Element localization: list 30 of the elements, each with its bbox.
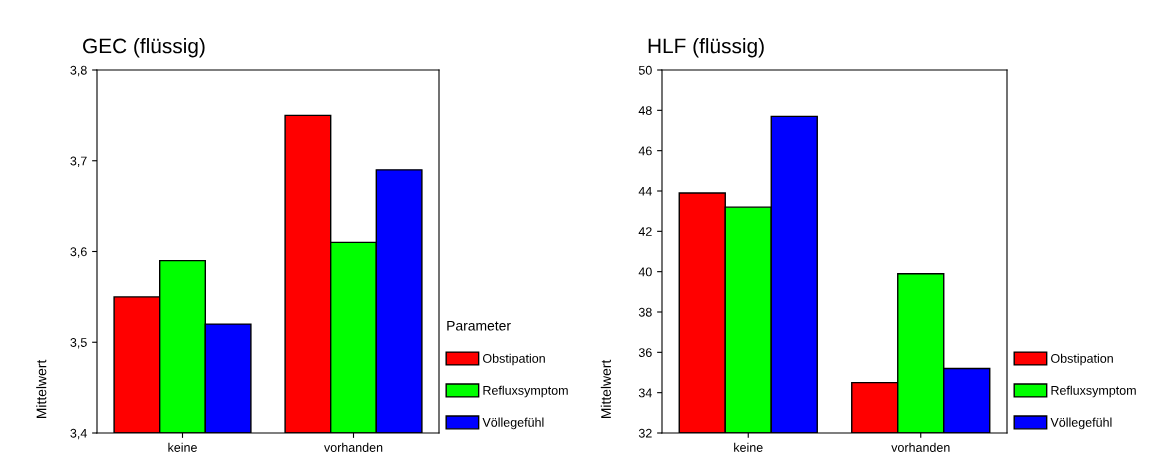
legend-label: Refluxsymptom (1051, 385, 1136, 398)
y-tick-label: 44 (638, 186, 652, 196)
legend-label: Völlegefühl (482, 417, 544, 430)
x-tick-label: keine (734, 442, 763, 452)
y-tick-label: 3,5 (70, 338, 87, 349)
chart-title: HLF (flüssig) (648, 38, 764, 58)
y-tick-label: 34 (638, 388, 652, 398)
y-axis-title: Mittelwert (36, 359, 47, 419)
y-tick-label: 3,4 (70, 428, 87, 440)
legend-label: Obstipation (483, 353, 545, 366)
legend-label: Refluxsymptom (483, 385, 568, 398)
y-tick-label: 46 (638, 146, 652, 156)
y-tick-label: 40 (638, 267, 652, 277)
y-tick-label: 32 (638, 428, 652, 438)
y-tick-label: 3,7 (70, 156, 87, 167)
legend-label: Völlegefühl (1050, 417, 1112, 430)
y-tick-label: 3,8 (70, 65, 87, 77)
x-tick-label: vorhanden (324, 442, 383, 452)
y-axis-title: Mittelwert (600, 359, 611, 419)
y-tick-label: 42 (638, 227, 652, 236)
x-tick-label: vorhanden (891, 442, 950, 452)
y-tick-label: 36 (638, 348, 652, 357)
y-tick-label: 3,6 (70, 247, 87, 258)
legend-label: Obstipation (1051, 353, 1113, 366)
y-tick-label: 50 (638, 65, 652, 75)
chart-title: GEC (flüssig) (83, 38, 205, 58)
legend-title: Parameter (447, 320, 511, 331)
y-tick-label: 38 (638, 307, 652, 317)
x-tick-label: keine (168, 442, 197, 452)
y-tick-label: 48 (638, 106, 652, 115)
